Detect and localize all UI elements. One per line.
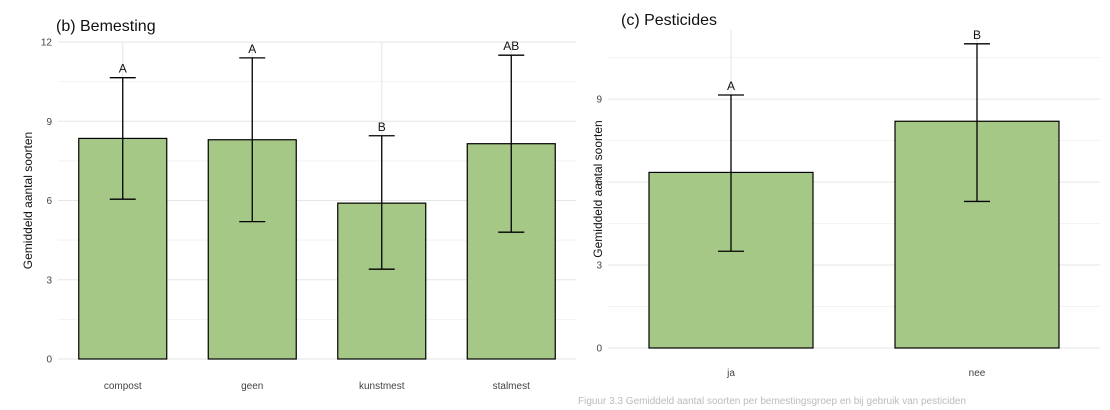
pesticides-x-tick-label: nee <box>969 368 986 379</box>
bemesting-error-bar-kunstmest <box>368 135 395 270</box>
bemesting-y-tick-label: 12 <box>41 38 53 49</box>
bemesting-significance-label: A <box>248 42 256 56</box>
pesticides-error-bar-ja <box>718 94 744 252</box>
bemesting-y-tick-label: 0 <box>46 355 52 366</box>
bemesting-significance-label: B <box>378 120 386 134</box>
bemesting-x-tick-label: kunstmest <box>359 381 405 392</box>
bemesting-error-bar-geen <box>239 57 266 223</box>
pesticides-significance-label: B <box>973 28 981 42</box>
pesticides-y-tick-label: 9 <box>596 95 602 106</box>
bemesting-title: (b) Bemesting <box>56 18 156 35</box>
pesticides-x-tick-label: ja <box>726 368 735 379</box>
pesticides-error-bar-nee <box>964 43 990 203</box>
bemesting-x-tick-label: compost <box>104 381 142 392</box>
pesticides-title: (c) Pesticides <box>621 12 717 29</box>
pesticides-y-tick-label: 3 <box>596 261 602 272</box>
pesticides-y-tick-label: 6 <box>596 178 602 189</box>
bemesting-error-bar-stalmest <box>498 54 525 233</box>
pesticides-y-tick-label: 0 <box>596 344 602 355</box>
pesticides-y-axis-label: Gemiddeld aantal soorten <box>591 120 605 257</box>
bemesting-y-tick-label: 6 <box>46 196 52 207</box>
bemesting-y-axis-label: Gemiddeld aantal soorten <box>21 132 35 269</box>
bemesting-error-bar-compost <box>109 77 136 200</box>
pesticides-significance-label: A <box>727 79 735 93</box>
bemesting-x-tick-label: geen <box>241 381 263 392</box>
bemesting-y-tick-label: 9 <box>46 117 52 128</box>
bemesting-significance-label: AB <box>503 39 519 53</box>
bemesting-y-tick-label: 3 <box>46 275 52 286</box>
pesticides-panel: (c) Pesticides Gemiddeld aantal soorten … <box>591 12 1100 379</box>
bemesting-significance-label: A <box>119 62 127 76</box>
bemesting-x-tick-label: stalmest <box>493 381 530 392</box>
figure-caption-fragment: Figuur 3.3 Gemiddeld aantal soorten per … <box>578 396 966 407</box>
bemesting-panel: (b) Bemesting Gemiddeld aantal soorten 0… <box>21 18 576 392</box>
